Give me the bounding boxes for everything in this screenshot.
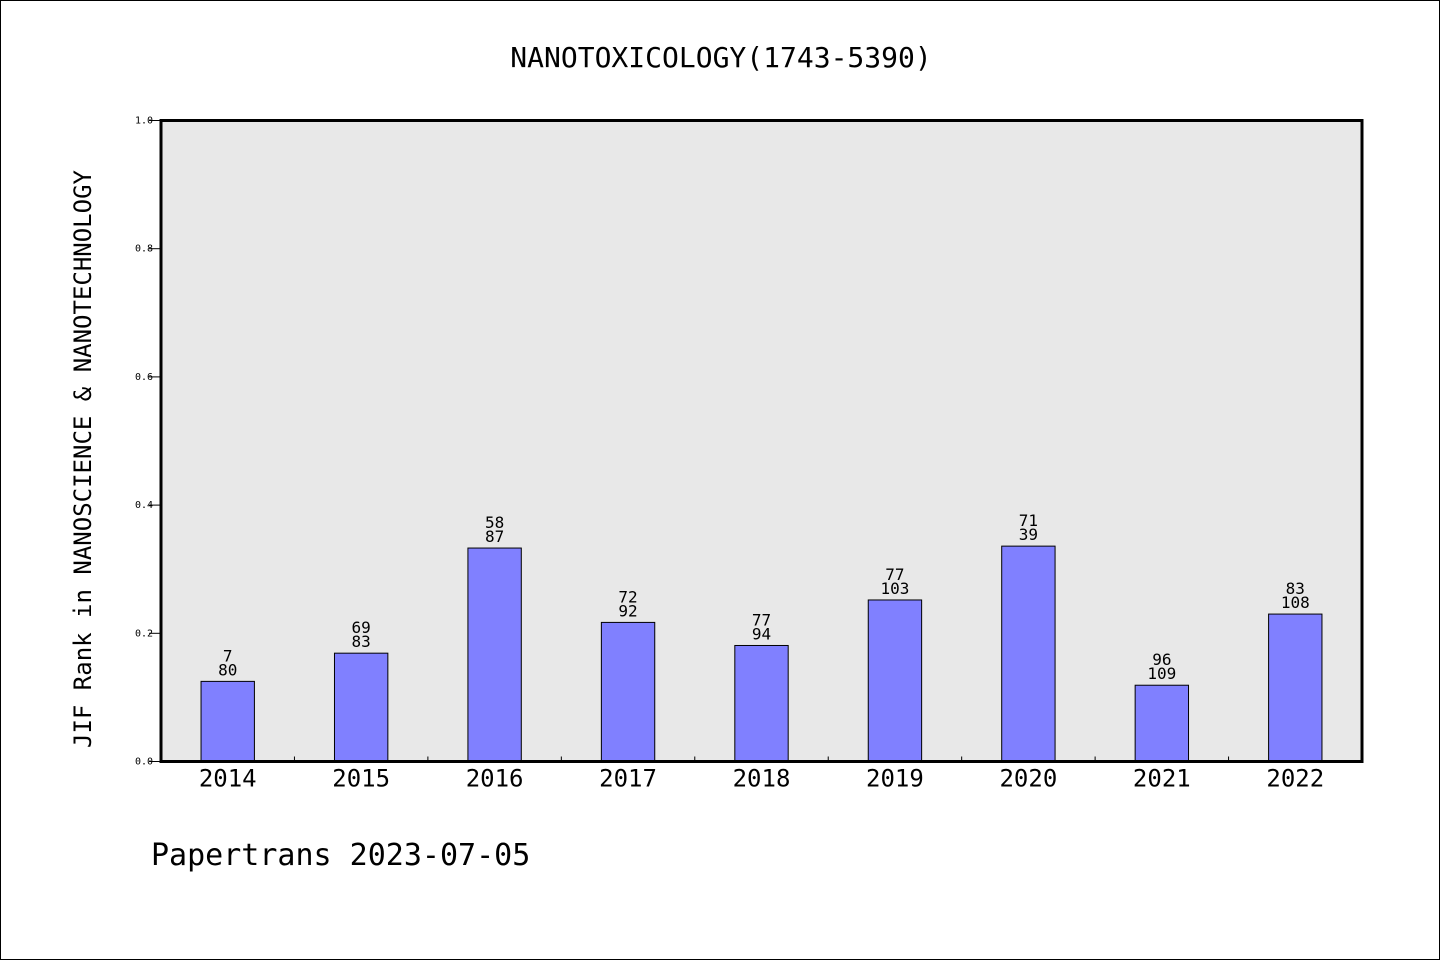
total-label: 87 [485,527,504,546]
rank-label: 71 [1019,511,1038,530]
rank-label: 83 [1286,579,1305,598]
x-category-label: 2019 [866,765,924,793]
rank-label: 7 [223,646,233,665]
chart-title: NANOTOXICOLOGY(1743-5390) [510,41,931,74]
bar-2022 [1268,613,1323,762]
total-label: 103 [880,579,909,598]
rank-label: 77 [752,610,771,629]
x-category-label: 2020 [999,765,1057,793]
bar-2016 [467,547,522,762]
total-label: 109 [1147,664,1176,683]
rank-label: 72 [618,587,637,606]
x-category-label: 2015 [332,765,390,793]
footer-credit: Papertrans 2023-07-05 [151,838,530,873]
total-label: 92 [618,601,637,620]
plot-border [159,119,1364,763]
total-label: 39 [1019,525,1038,544]
bar-2017 [600,621,656,763]
y-axis-ticks: 0.0 0.2 0.4 0.6 0.8 1.0 [135,116,1230,768]
bar-2021 [1134,684,1190,763]
x-axis-labels: 2014 2015 2016 2017 2018 2019 2020 2021 2022 [199,765,1324,793]
y-tick-label: 0.2 [135,628,153,639]
x-category-label: 2022 [1266,765,1324,793]
y-tick-label: 0.4 [135,500,153,511]
y-tick-label: 0.6 [135,372,153,383]
x-category-label: 2018 [733,765,791,793]
rank-label: 69 [352,618,371,637]
bar-2015 [333,652,389,763]
bar-2014 [200,680,255,762]
y-axis-label: JIF Rank in NANOSCIENCE & NANOTECHNOLOGY [69,169,97,748]
total-label: 83 [352,632,371,651]
total-label: 80 [218,660,237,679]
bar-2020 [1001,545,1056,763]
total-label: 94 [752,624,771,643]
x-category-label: 2021 [1133,765,1191,793]
y-tick-label: 0.8 [135,244,153,255]
rank-label: 96 [1152,650,1171,669]
y-tick-label: 0.0 [135,757,153,768]
x-category-label: 2017 [599,765,657,793]
x-category-label: 2014 [199,765,257,793]
rank-label: 77 [885,565,904,584]
bar-2018 [734,644,789,762]
x-category-label: 2016 [466,765,524,793]
total-label: 108 [1281,593,1310,612]
bars [200,545,1323,763]
y-tick-label: 1.0 [135,116,153,127]
bar-2019 [867,599,923,763]
rank-label: 58 [485,513,504,532]
